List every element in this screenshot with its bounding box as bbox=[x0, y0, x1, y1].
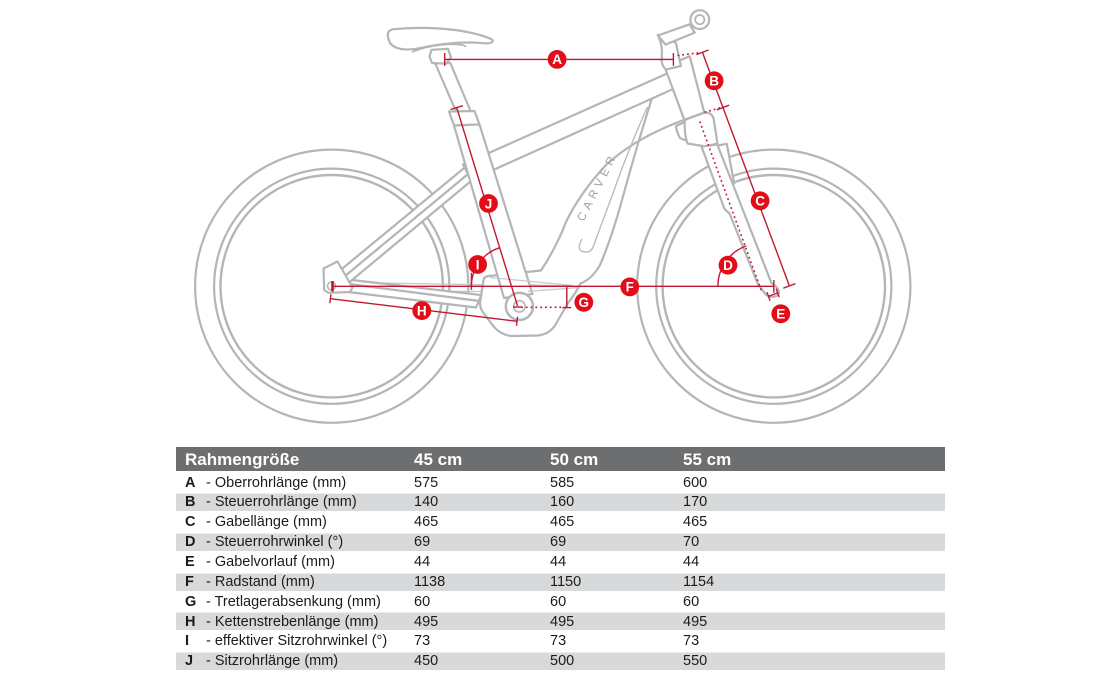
svg-text:D: D bbox=[723, 258, 733, 273]
svg-text:B: B bbox=[709, 74, 719, 89]
svg-text:A: A bbox=[552, 52, 562, 67]
svg-text:I: I bbox=[476, 257, 480, 272]
svg-text:G: G bbox=[579, 295, 590, 310]
svg-text:E: E bbox=[776, 307, 785, 322]
svg-text:J: J bbox=[485, 196, 493, 211]
svg-text:H: H bbox=[417, 303, 427, 318]
svg-text:C: C bbox=[755, 194, 765, 209]
svg-text:F: F bbox=[626, 280, 634, 295]
